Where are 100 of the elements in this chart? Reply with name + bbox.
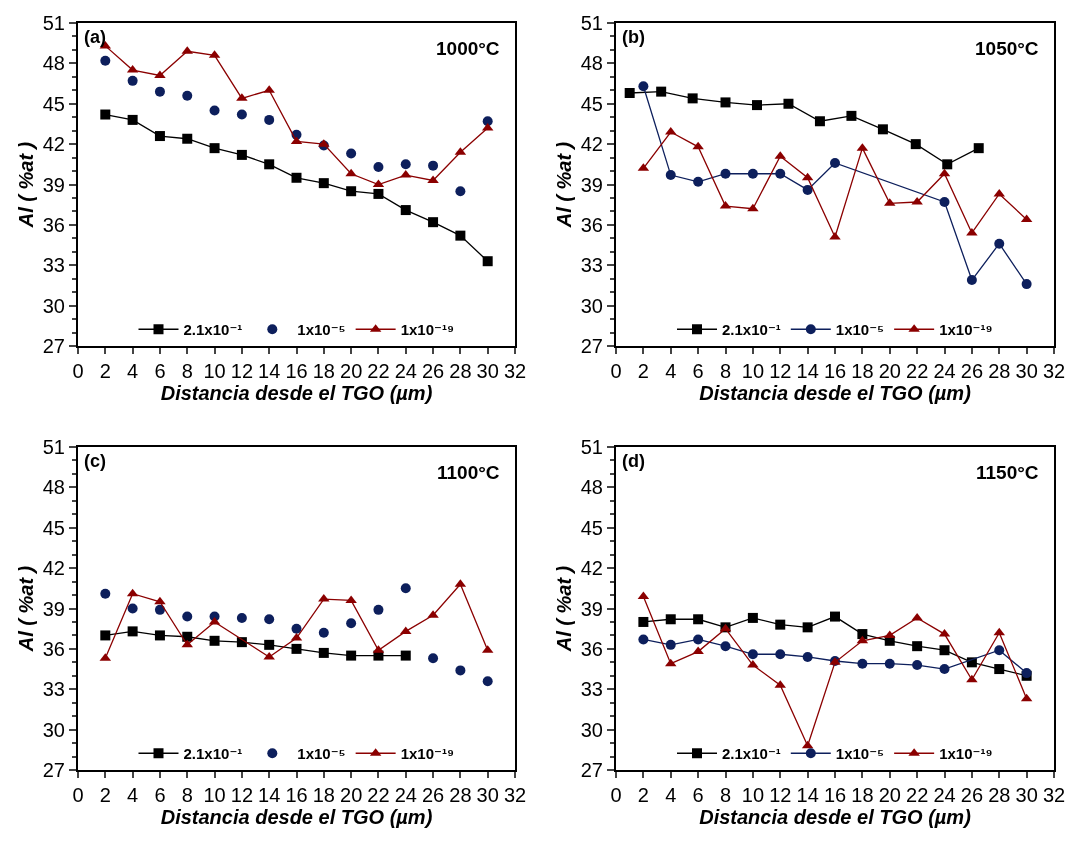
x-tick-label: 26 bbox=[421, 360, 445, 382]
y-tick-label: 30 bbox=[580, 294, 603, 317]
x-tick-label: 4 bbox=[127, 784, 139, 806]
text: 1050°C bbox=[975, 38, 1039, 59]
x-tick-label: 32 bbox=[1042, 360, 1066, 382]
y-tick-label: 51 bbox=[42, 436, 65, 458]
y-tick-label: 27 bbox=[580, 759, 603, 781]
x-axis-title: Distancia desde el TGO (µm) bbox=[160, 806, 433, 828]
x-tick-label: 28 bbox=[988, 360, 1011, 382]
x-tick-label: 0 bbox=[72, 360, 84, 382]
y-tick-label: 45 bbox=[42, 92, 65, 115]
y-tick-label: 42 bbox=[580, 133, 603, 156]
x-tick-label: 0 bbox=[610, 360, 622, 382]
x-tick-label: 28 bbox=[449, 784, 472, 806]
y-tick-label: 45 bbox=[580, 92, 603, 115]
x-tick-label: 24 bbox=[933, 360, 956, 382]
y-tick-label: 51 bbox=[580, 436, 603, 458]
x-tick-label: 22 bbox=[906, 784, 929, 806]
y-tick-label: 30 bbox=[42, 294, 65, 317]
x-tick-label: 14 bbox=[258, 784, 281, 806]
x-tick-label: 18 bbox=[851, 360, 874, 382]
y-tick-label: 42 bbox=[42, 557, 65, 580]
y-tick-label: 27 bbox=[42, 759, 65, 781]
x-tick-label: 16 bbox=[285, 360, 308, 382]
legend-label: 2.1x10⁻¹ bbox=[183, 745, 243, 763]
x-tick-label: 16 bbox=[823, 360, 847, 382]
x-axis-title: Distancia desde el TGO (µm) bbox=[699, 806, 972, 828]
annotation: (d) bbox=[622, 451, 645, 471]
y-tick-label: 36 bbox=[580, 213, 603, 236]
x-tick-label: 20 bbox=[340, 784, 363, 806]
x-tick-label: 20 bbox=[340, 360, 363, 382]
text: 1150°C bbox=[976, 462, 1039, 483]
x-tick-label: 6 bbox=[692, 784, 704, 806]
x-tick-label: 32 bbox=[1042, 784, 1066, 806]
x-tick-label: 22 bbox=[367, 360, 390, 382]
x-tick-label: 4 bbox=[665, 360, 677, 382]
x-tick-label: 14 bbox=[796, 360, 819, 382]
x-tick-label: 24 bbox=[394, 360, 417, 382]
x-tick-label: 2 bbox=[99, 360, 111, 382]
y-tick-label: 48 bbox=[42, 476, 65, 499]
y-tick-label: 51 bbox=[580, 12, 603, 34]
legend-label: 1x10⁻¹⁹ bbox=[400, 745, 455, 763]
x-tick-label: 22 bbox=[906, 360, 929, 382]
x-tick-label: 30 bbox=[1015, 360, 1038, 382]
annotation: (a) bbox=[84, 27, 106, 47]
y-tick-label: 48 bbox=[580, 476, 603, 499]
x-tick-label: 24 bbox=[394, 784, 417, 806]
x-tick-label: 28 bbox=[988, 784, 1011, 806]
y-tick-label: 33 bbox=[580, 254, 603, 277]
x-tick-label: 14 bbox=[258, 360, 281, 382]
x-tick-label: 32 bbox=[503, 360, 527, 382]
y-tick-label: 42 bbox=[580, 557, 603, 580]
y-tick-label: 33 bbox=[42, 254, 65, 277]
x-tick-label: 16 bbox=[285, 784, 308, 806]
x-tick-label: 22 bbox=[367, 784, 390, 806]
annotation: (c) bbox=[84, 451, 106, 471]
legend-label: 2.1x10⁻¹ bbox=[722, 321, 781, 339]
x-tick-label: 20 bbox=[878, 784, 901, 806]
x-tick-label: 12 bbox=[769, 784, 792, 806]
x-tick-label: 8 bbox=[181, 784, 193, 806]
x-tick-label: 4 bbox=[665, 784, 677, 806]
y-tick-label: 45 bbox=[580, 516, 603, 539]
legend-label: 1x10⁻⁵ bbox=[835, 745, 885, 763]
y-axis-title: Al ( %at ) bbox=[552, 565, 575, 653]
x-tick-label: 30 bbox=[476, 784, 499, 806]
y-tick-label: 30 bbox=[580, 718, 603, 741]
x-tick-label: 26 bbox=[960, 784, 984, 806]
x-tick-label: 8 bbox=[181, 360, 193, 382]
x-tick-label: 0 bbox=[610, 784, 622, 806]
y-tick-label: 33 bbox=[42, 678, 65, 701]
y-tick-label: 36 bbox=[42, 213, 65, 236]
x-tick-label: 20 bbox=[878, 360, 901, 382]
x-tick-label: 14 bbox=[796, 784, 819, 806]
legend-label: 1x10⁻¹⁹ bbox=[939, 321, 993, 339]
text: 1000°C bbox=[436, 38, 500, 59]
y-tick-label: 39 bbox=[580, 597, 603, 620]
legend-label: 2.1x10⁻¹ bbox=[183, 321, 243, 339]
x-tick-label: 16 bbox=[823, 784, 847, 806]
legend-label: 1x10⁻¹⁹ bbox=[939, 745, 993, 763]
legend-label: 1x10⁻⁵ bbox=[835, 321, 885, 339]
y-tick-label: 39 bbox=[42, 173, 65, 196]
x-tick-label: 2 bbox=[637, 784, 649, 806]
y-tick-label: 36 bbox=[580, 637, 603, 660]
y-tick-label: 48 bbox=[580, 52, 603, 75]
y-tick-label: 27 bbox=[42, 335, 65, 357]
x-tick-label: 10 bbox=[203, 360, 226, 382]
y-tick-label: 33 bbox=[580, 678, 603, 701]
y-tick-label: 36 bbox=[42, 637, 65, 660]
x-tick-label: 12 bbox=[769, 360, 792, 382]
x-tick-label: 18 bbox=[851, 784, 874, 806]
legend-label: 1x10⁻⁵ bbox=[297, 321, 346, 339]
x-tick-label: 18 bbox=[312, 360, 335, 382]
y-tick-label: 39 bbox=[580, 173, 603, 196]
x-tick-label: 10 bbox=[741, 360, 765, 382]
y-axis-title: Al ( %at ) bbox=[14, 141, 37, 229]
y-tick-label: 27 bbox=[580, 335, 603, 357]
x-tick-label: 8 bbox=[719, 784, 732, 806]
y-axis-title: Al ( %at ) bbox=[14, 565, 37, 653]
x-tick-label: 30 bbox=[1015, 784, 1038, 806]
y-tick-label: 51 bbox=[42, 12, 65, 34]
